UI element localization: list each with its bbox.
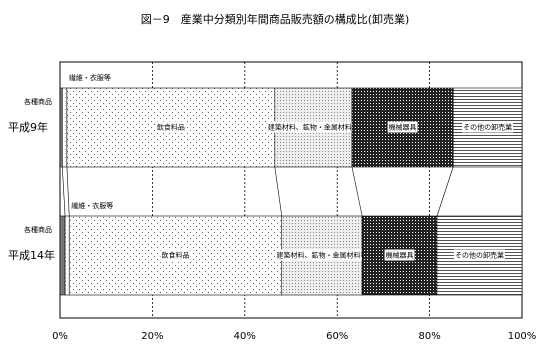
connector-line: [274, 166, 283, 217]
segment-label: 建築材料、鉱物・金属材料等: [268, 123, 359, 132]
label-bg: [266, 121, 360, 133]
chart-title: 図－9 産業中分類別年間商品販売額の構成比(卸売業): [141, 12, 410, 26]
label-bg: [155, 121, 186, 133]
label-bg: [387, 121, 418, 133]
segment-label: 繊維・衣服等: [69, 73, 111, 82]
segment-label: その他の卸売業: [463, 123, 512, 132]
x-tick-label: 60%: [326, 331, 348, 342]
x-tick-label: 100%: [508, 331, 537, 342]
segment-label: その他の卸売業: [455, 251, 504, 260]
category-label: 平成14年: [8, 248, 55, 262]
category-label: 平成9年: [8, 120, 48, 134]
bar-segment: [59, 87, 63, 168]
segment-label: 繊維・衣服等: [71, 201, 113, 210]
label-bg: [462, 121, 514, 133]
segment-label: 建築材料、鉱物・金属材料等: [276, 251, 367, 260]
connector-line: [351, 166, 363, 217]
segment-label: 機械器具: [389, 123, 417, 132]
segment-label: 各種商品: [24, 97, 52, 106]
label-bg: [384, 249, 415, 261]
label-bg: [160, 249, 191, 261]
bar-segment: [59, 215, 66, 296]
bar-segment: [64, 215, 70, 296]
x-tick-label: 20%: [141, 331, 163, 342]
connector-line: [62, 166, 66, 217]
x-tick-label: 0%: [52, 331, 68, 342]
x-tick-label: 40%: [234, 331, 256, 342]
label-bg: [453, 249, 505, 261]
segment-label: 飲食料品: [162, 251, 190, 260]
bar-segment: [62, 87, 68, 168]
connector-line: [436, 166, 454, 217]
segment-label: 飲食料品: [157, 123, 185, 132]
connector-line: [66, 166, 70, 217]
segment-label: 機械器具: [386, 251, 414, 260]
x-tick-label: 80%: [418, 331, 440, 342]
label-bg: [275, 249, 369, 261]
segment-label: 各種商品: [24, 225, 52, 234]
